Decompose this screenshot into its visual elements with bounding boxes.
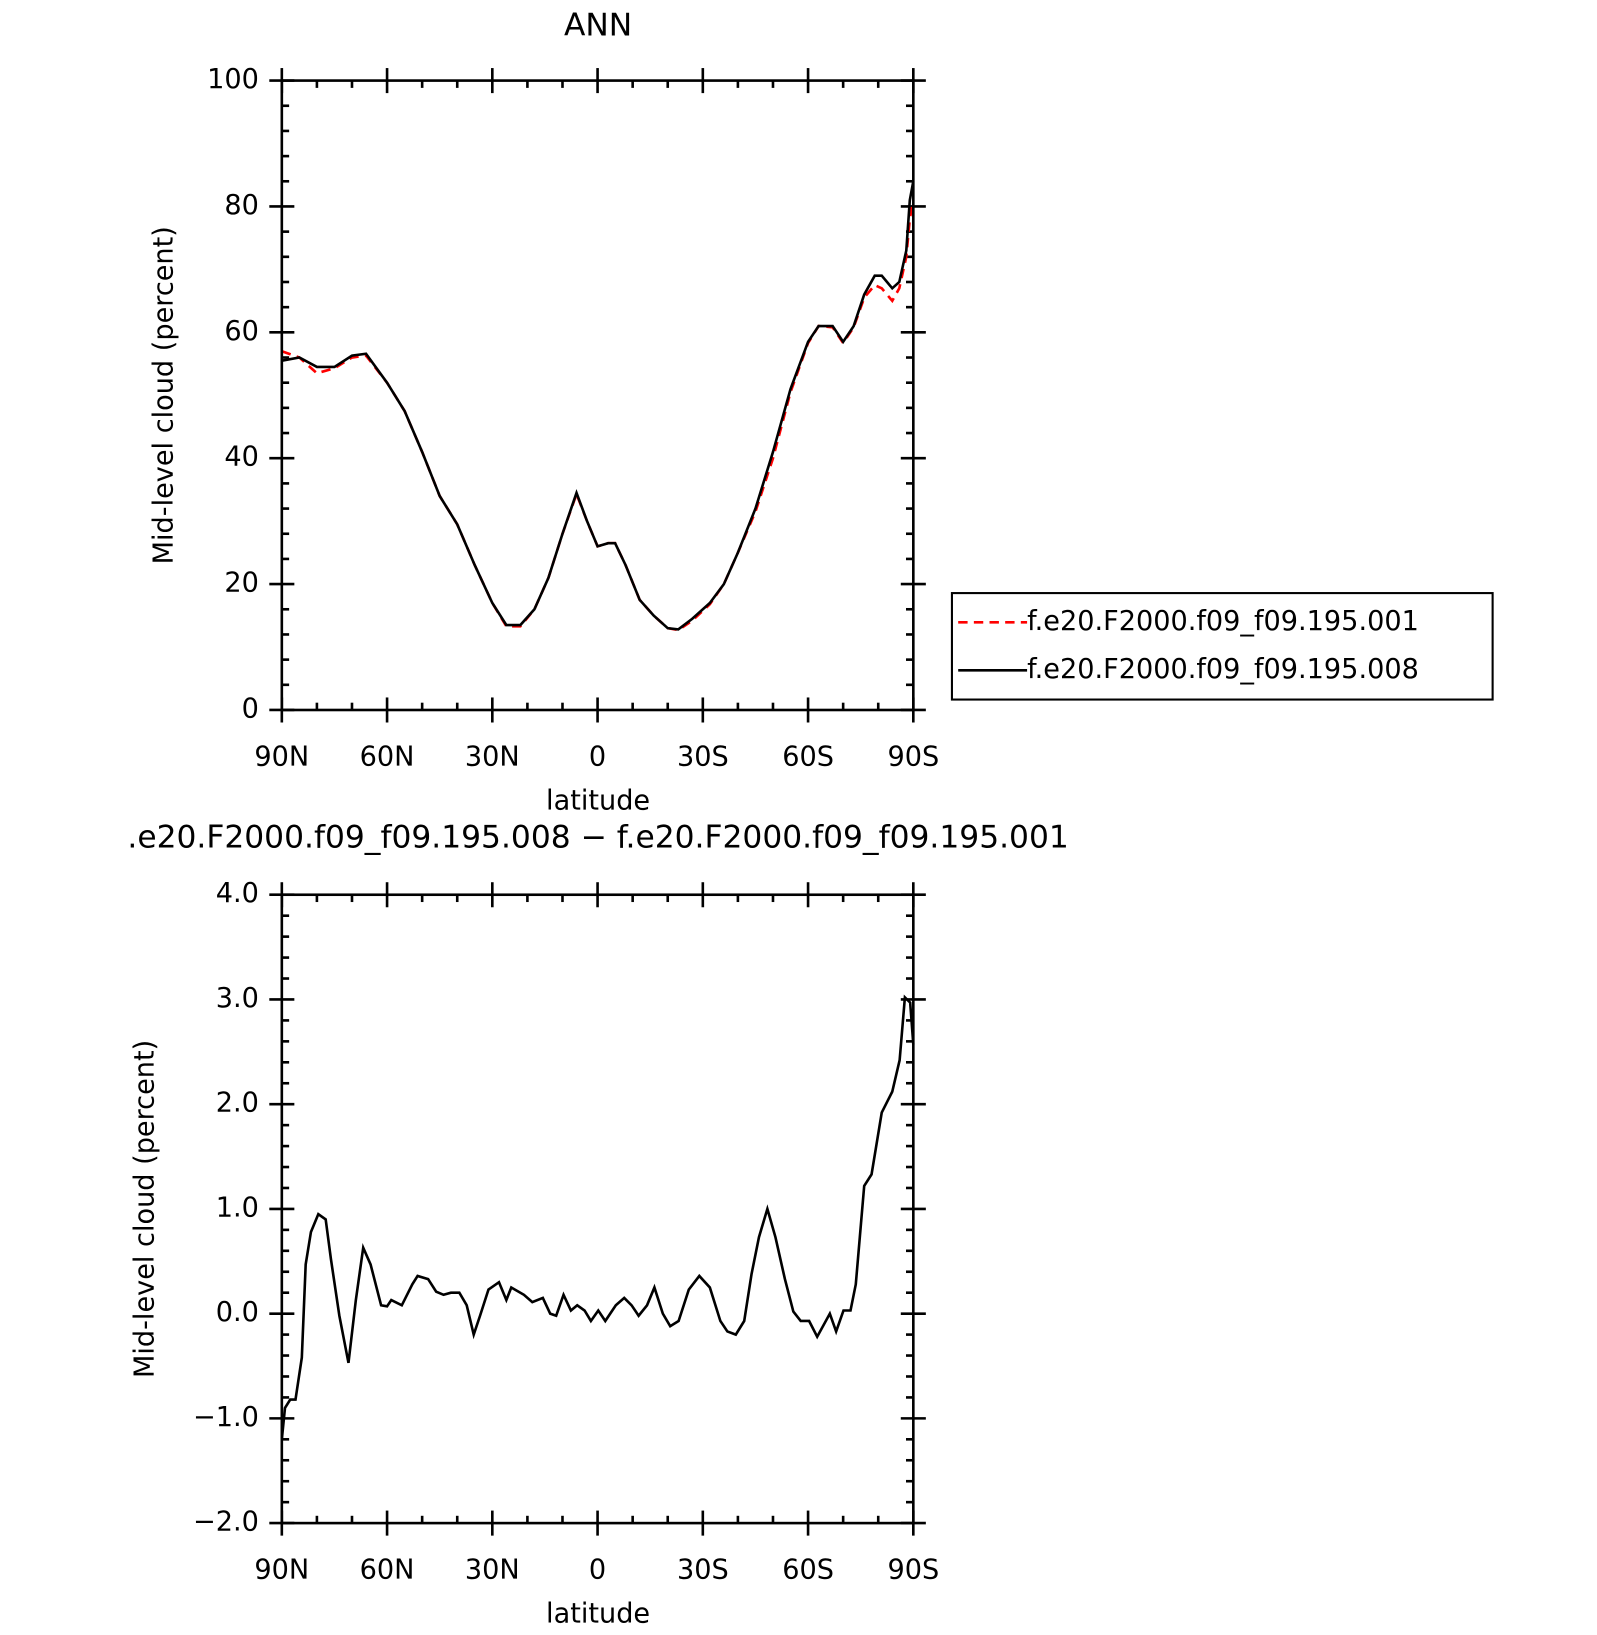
x-tick-label: 30S [677, 742, 729, 773]
x-tick-label: 0 [589, 742, 606, 773]
x-tick-label: 60N [360, 1555, 415, 1586]
x-tick-label: 60N [360, 742, 415, 773]
y-axis-label: Mid-level cloud (percent) [148, 226, 179, 564]
y-tick-label: 1.0 [216, 1192, 259, 1223]
y-tick-label: −1.0 [193, 1402, 259, 1433]
y-tick-label: 40 [224, 442, 259, 473]
y-tick-label: 3.0 [216, 983, 259, 1014]
x-tick-label: 90N [254, 1555, 309, 1586]
y-tick-label: 80 [224, 190, 259, 221]
y-tick-label: 0 [242, 693, 259, 724]
plot-frame [280, 79, 915, 712]
chart-title: ANN [564, 7, 632, 43]
y-axis-label: Mid-level cloud (percent) [130, 1040, 161, 1378]
y-tick-label: −2.0 [193, 1507, 259, 1538]
x-axis-label: latitude [546, 1598, 650, 1629]
plot-frame [280, 893, 915, 1525]
x-tick-label: 90S [887, 1555, 939, 1586]
x-tick-label: 60S [782, 742, 834, 773]
legend-label: f.e20.F2000.f09_f09.195.001 [1027, 606, 1419, 637]
x-tick-label: 0 [589, 1555, 606, 1586]
y-tick-label: 4.0 [216, 878, 259, 909]
x-tick-label: 90S [887, 742, 939, 773]
legend-label: f.e20.F2000.f09_f09.195.008 [1027, 654, 1419, 685]
x-tick-label: 60S [782, 1555, 834, 1586]
data-line [281, 199, 915, 632]
legend-box [950, 592, 1494, 701]
x-tick-label: 90N [254, 742, 309, 773]
y-tick-label: 2.0 [216, 1088, 259, 1119]
chart-title: .e20.F2000.f09_f09.195.008 − f.e20.F2000… [127, 819, 1068, 855]
x-axis-label: latitude [546, 785, 650, 816]
x-tick-label: 30N [465, 742, 520, 773]
y-tick-label: 20 [224, 568, 259, 599]
y-tick-label: 100 [207, 64, 259, 95]
data-line [280, 994, 915, 1440]
data-line [281, 181, 915, 631]
y-tick-label: 0.0 [216, 1297, 259, 1328]
x-tick-label: 30S [677, 1555, 729, 1586]
x-tick-label: 30N [465, 1555, 520, 1586]
y-tick-label: 60 [224, 316, 259, 347]
